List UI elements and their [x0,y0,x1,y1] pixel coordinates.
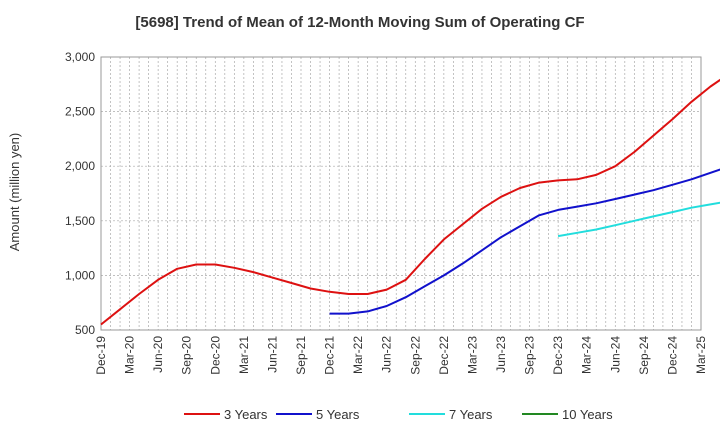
y-axis-ticks: 500 1,000 1,500 2,000 2,500 3,000 [65,50,95,337]
x-tick-label: Jun-21 [265,336,279,373]
legend-label-5-years: 5 Years [316,407,360,422]
series-line-5-years [329,168,720,315]
x-tick-label: Sep-21 [294,336,308,375]
x-axis-ticks: Dec-19 Mar-20 Jun-20 Sep-20 Dec-20 Mar-21 Jun-… [94,336,708,375]
x-tick-label: Mar-23 [465,336,479,374]
y-tick-label: 2,500 [65,105,95,119]
legend-label-7-years: 7 Years [449,407,493,422]
series-line-7-years [557,201,720,238]
grid [101,57,701,330]
x-tick-label: Mar-22 [351,336,365,374]
x-tick-label: Jun-24 [608,336,622,373]
y-tick-label: 500 [75,323,95,337]
x-tick-label: Sep-20 [180,336,194,375]
x-tick-label: Sep-22 [408,336,422,375]
y-tick-label: 1,500 [65,214,95,228]
legend: 3 Years 5 Years 7 Years 10 Years [184,407,613,422]
x-tick-label: Dec-21 [323,336,337,375]
x-tick-label: Dec-24 [665,336,679,375]
x-tick-label: Jun-20 [151,336,165,373]
y-tick-label: 3,000 [65,50,95,64]
x-tick-label: Jun-22 [380,336,394,373]
x-tick-label: Dec-20 [208,336,222,375]
x-tick-label: Mar-20 [123,336,137,374]
y-tick-label: 1,000 [65,268,95,282]
legend-label-3-years: 3 Years [224,407,268,422]
x-tick-label: Sep-23 [523,336,537,375]
series-lines [100,78,720,326]
x-tick-label: Mar-25 [694,336,708,374]
x-tick-label: Mar-24 [580,336,594,374]
x-tick-label: Dec-22 [437,336,451,375]
series-line-3-years [100,78,720,326]
x-tick-label: Dec-23 [551,336,565,375]
y-tick-label: 2,000 [65,159,95,173]
x-tick-label: Sep-24 [637,336,651,375]
x-tick-label: Dec-19 [94,336,108,375]
y-axis-label: Amount (million yen) [7,133,22,252]
plot-area [100,56,702,331]
x-tick-label: Jun-23 [494,336,508,373]
x-tick-label: Mar-21 [237,336,251,374]
legend-label-10-years: 10 Years [562,407,613,422]
chart-title: [5698] Trend of Mean of 12-Month Moving … [135,14,584,31]
